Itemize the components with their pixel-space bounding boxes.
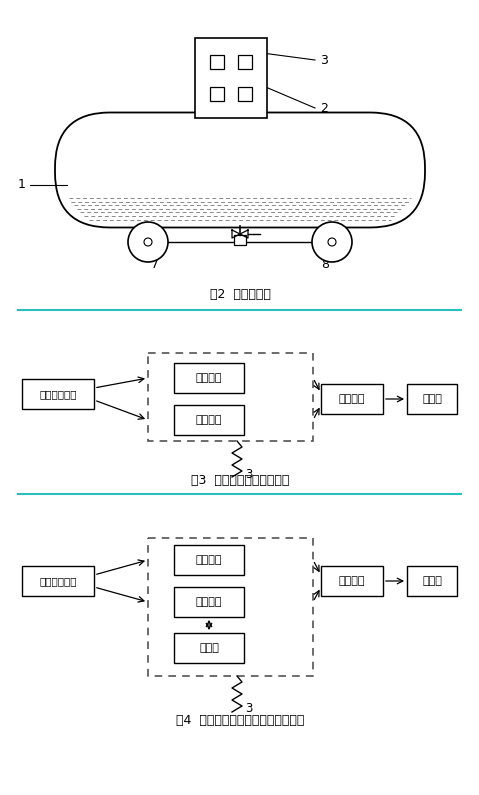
Bar [234,235,246,245]
Text: 图2  结构示意图: 图2 结构示意图 [209,289,271,301]
Text: 人机交互单元: 人机交互单元 [39,576,77,586]
Text: 7: 7 [151,258,159,271]
Text: 2: 2 [320,102,328,114]
Bar [148,538,313,676]
Text: 图4  智能单元工作原理的电路方框图: 图4 智能单元工作原理的电路方框图 [176,713,304,727]
Circle shape [312,222,352,262]
Text: 电磁阀: 电磁阀 [422,394,442,404]
Bar [174,363,244,393]
Bar [407,566,457,596]
Bar [174,405,244,435]
Text: 3: 3 [245,467,252,480]
Text: 执行开关: 执行开关 [339,394,365,404]
Bar [174,545,244,575]
Bar [148,353,313,441]
Polygon shape [232,230,240,238]
Text: 存储器: 存储器 [199,643,219,653]
Bar [407,384,457,414]
Text: 定时单元: 定时单元 [196,373,222,383]
Text: 电磁阀: 电磁阀 [422,576,442,586]
Polygon shape [240,230,248,238]
Bar [174,633,244,663]
Text: 1: 1 [18,179,26,192]
Text: 8: 8 [321,258,329,271]
Circle shape [128,222,168,262]
Bar [210,87,224,101]
Text: 3: 3 [320,53,328,67]
Text: 人机交互单元: 人机交互单元 [39,389,77,399]
Text: 计时单元: 计时单元 [196,597,222,607]
Text: 3: 3 [245,703,252,716]
Bar [210,56,224,69]
Bar [321,566,383,596]
Bar [239,56,252,69]
Text: 执行开关: 执行开关 [339,576,365,586]
Bar [239,87,252,101]
Bar [174,587,244,617]
Text: 图3  工作原理的电路方框图: 图3 工作原理的电路方框图 [191,474,289,487]
Text: 延时单元: 延时单元 [196,555,222,565]
Bar [195,38,267,118]
Bar [22,566,94,596]
FancyBboxPatch shape [55,113,425,227]
Bar [22,379,94,409]
Bar [321,384,383,414]
Text: 延时单元: 延时单元 [196,415,222,425]
